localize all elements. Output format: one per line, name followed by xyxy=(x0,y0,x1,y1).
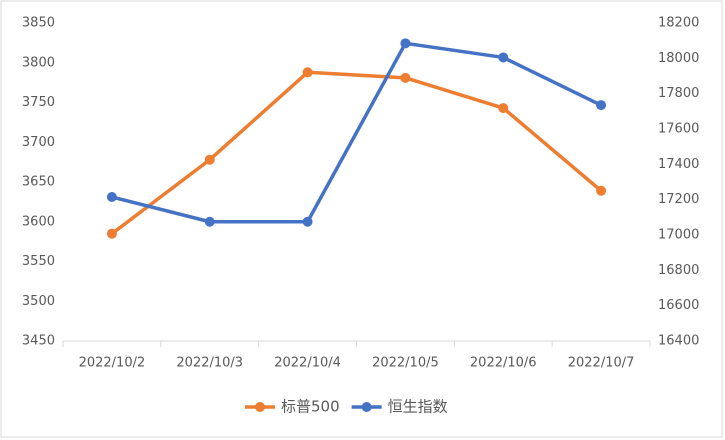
x-tick-label: 2022/10/2 xyxy=(79,356,146,371)
y-tick-label: 3750 xyxy=(22,95,55,110)
data-point xyxy=(400,38,411,49)
y2-tick-label: 18000 xyxy=(658,51,699,66)
y-tick-label: 3600 xyxy=(22,214,55,229)
y2-tick-label: 17800 xyxy=(658,86,699,101)
x-tick-label: 2022/10/6 xyxy=(470,356,537,371)
y2-tick-label: 16400 xyxy=(658,334,699,349)
data-point xyxy=(596,185,607,196)
y-tick-label: 3550 xyxy=(22,254,55,269)
y2-tick-label: 17400 xyxy=(658,157,699,172)
x-tick-label: 2022/10/7 xyxy=(568,356,635,371)
data-point xyxy=(302,216,313,227)
y2-tick-label: 16600 xyxy=(658,298,699,313)
y-tick-label: 3500 xyxy=(22,294,55,309)
data-point xyxy=(106,228,117,239)
data-point xyxy=(498,52,509,63)
data-point xyxy=(596,100,607,111)
y-tick-label: 3850 xyxy=(22,16,55,31)
data-point xyxy=(204,154,215,165)
y-tick-label: 3800 xyxy=(22,55,55,70)
y2-tick-label: 18200 xyxy=(658,16,699,31)
y2-tick-label: 17600 xyxy=(658,122,699,137)
series-line xyxy=(110,70,603,236)
y-tick-label: 3450 xyxy=(22,334,55,349)
y-tick-label: 3700 xyxy=(22,135,55,150)
x-tick-label: 2022/10/3 xyxy=(176,356,243,371)
legend-marker xyxy=(255,402,265,412)
y2-tick-label: 16800 xyxy=(658,263,699,278)
y2-tick-label: 17200 xyxy=(658,192,699,207)
x-tick-label: 2022/10/5 xyxy=(372,356,439,371)
legend-label: 恒生指数 xyxy=(388,398,448,416)
legend-marker xyxy=(361,402,372,412)
series-line xyxy=(111,41,602,224)
data-point xyxy=(204,216,215,227)
data-point xyxy=(498,103,509,114)
y2-tick-label: 17000 xyxy=(658,228,699,243)
y-tick-label: 3650 xyxy=(22,175,55,190)
data-point xyxy=(106,192,117,203)
data-point xyxy=(302,67,313,78)
x-tick-label: 2022/10/4 xyxy=(274,356,341,371)
legend-label: 标普500 xyxy=(281,398,340,416)
data-point xyxy=(400,72,411,83)
